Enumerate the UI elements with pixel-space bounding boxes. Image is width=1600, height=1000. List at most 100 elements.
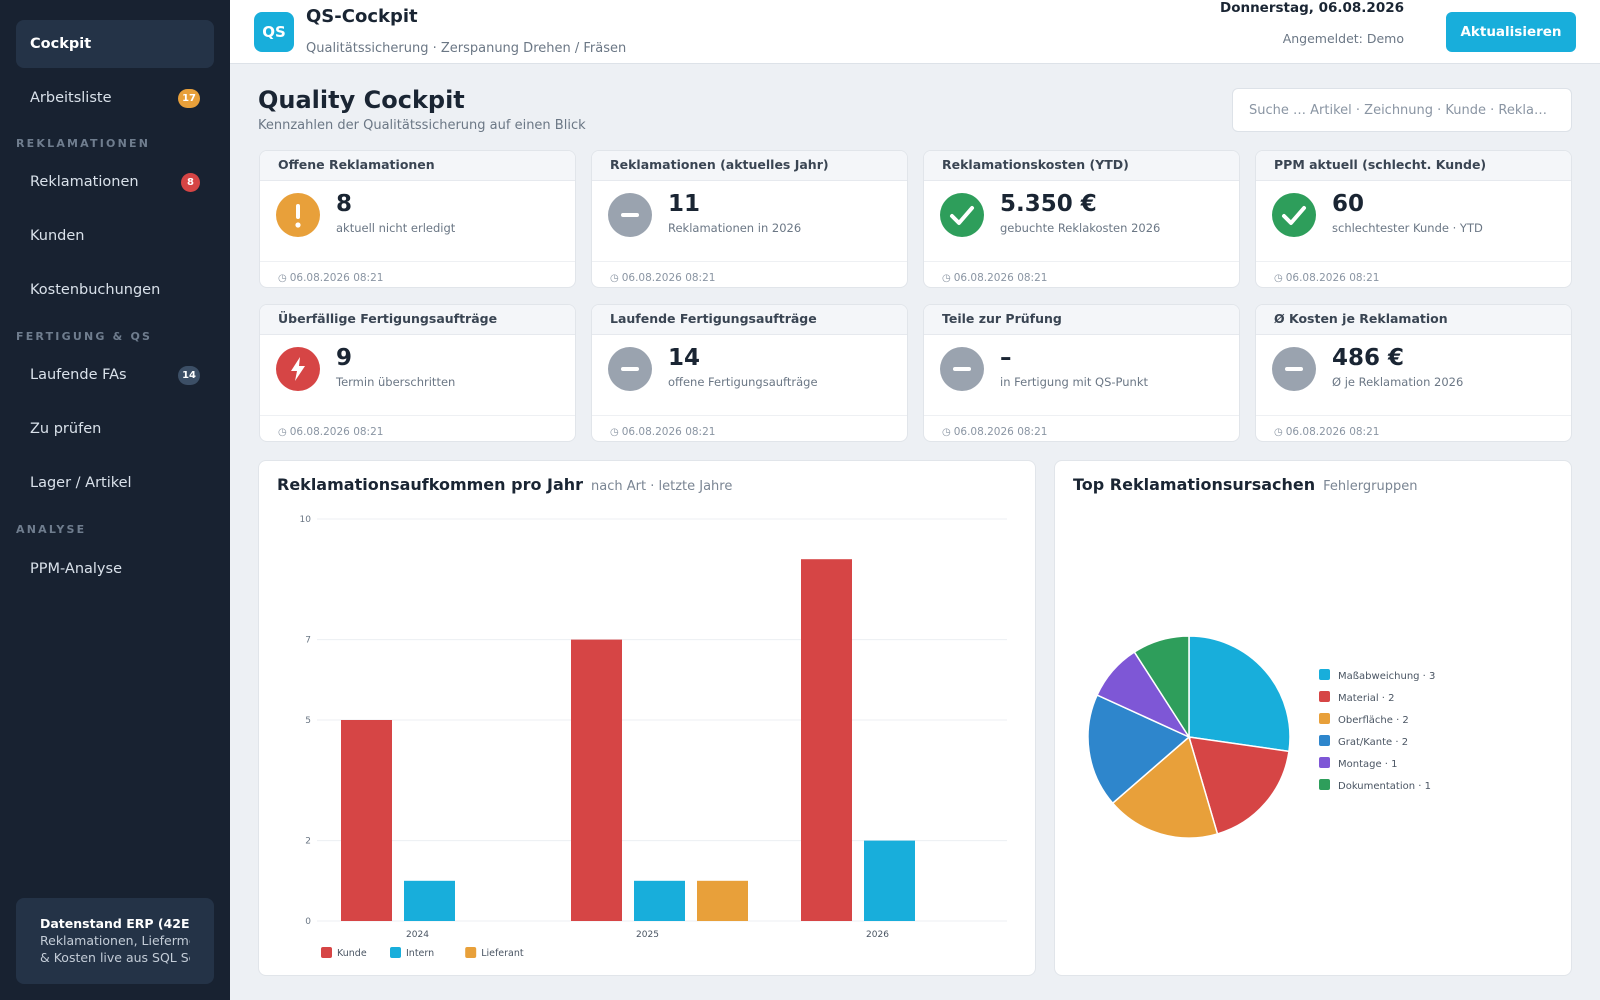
kpi-timestamp: 06.08.2026 08:21 <box>1285 426 1380 438</box>
section-label-fertigung: FERTIGUNG & QS <box>16 330 153 343</box>
kpi-card[interactable]: Laufende Fertigungsaufträge 14 offene Fert… <box>591 304 908 442</box>
legend-swatch <box>1319 757 1330 768</box>
kpi-card[interactable]: Reklamationskosten (YTD) 5.350 € gebuchte … <box>923 150 1240 288</box>
kpi-timestamp: 06.08.2026 08:21 <box>953 272 1048 284</box>
refresh-button[interactable]: Aktualisieren <box>1446 12 1576 52</box>
sidebar: Cockpit Arbeitsliste 17 REKLAMATIONEN Rek… <box>0 0 230 1000</box>
bar-kunde-2024[interactable] <box>341 720 392 921</box>
kpi-description: Reklamationen in 2026 <box>668 221 802 235</box>
kpi-value: 5.350 € <box>1000 191 1097 217</box>
kpi-description: aktuell nicht erledigt <box>336 221 456 235</box>
kpi-timestamp: 06.08.2026 08:21 <box>621 272 716 284</box>
sidebar-item-arbeitsliste[interactable]: Arbeitsliste 17 <box>16 74 214 122</box>
page-subtitle: Kennzahlen der Qualitätssicherung auf ei… <box>258 118 586 133</box>
clock-icon: ◷ <box>610 272 619 284</box>
kpi-title: Laufende Fertigungsaufträge <box>592 305 907 335</box>
kpi-description: schlechtester Kunde · YTD <box>1332 221 1483 235</box>
bar-kunde-2026[interactable] <box>801 559 852 921</box>
panel-title-text: Reklamationsaufkommen pro Jahr <box>277 475 584 494</box>
legend-swatch <box>321 947 332 958</box>
bar-intern-2025[interactable] <box>634 880 685 921</box>
legend-label: Montage · 1 <box>1338 759 1398 770</box>
legend-label: Maßabweichung · 3 <box>1338 671 1435 682</box>
top-causes-panel: Top Reklamationsursachen Fehlergruppen Ma… <box>1054 460 1572 976</box>
section-label-analyse: ANALYSE <box>16 523 87 536</box>
kpi-card[interactable]: PPM aktuell (schlecht. Kunde) 60 schlechte… <box>1255 150 1572 288</box>
kpi-footer: ◷ 06.08.2026 08:21 <box>592 415 907 441</box>
kpi-card[interactable]: Ø Kosten je Reklamation 486 € Ø je Reklama… <box>1255 304 1572 442</box>
kpi-title: PPM aktuell (schlecht. Kunde) <box>1256 151 1571 181</box>
kpi-title: Ø Kosten je Reklamation <box>1256 305 1571 335</box>
minus-icon <box>608 193 652 237</box>
kpi-title: Teile zur Prüfung <box>924 305 1239 335</box>
kpi-footer: ◷ 06.08.2026 08:21 <box>260 415 575 441</box>
page-title: Quality Cockpit <box>258 86 465 114</box>
kpi-card[interactable]: Offene Reklamationen 8 aktuell nicht erled… <box>259 150 576 288</box>
kpi-footer: ◷ 06.08.2026 08:21 <box>924 415 1239 441</box>
pie-slice-dokumentation[interactable] <box>1133 635 1190 740</box>
count-badge: 17 <box>178 88 200 108</box>
exclamation-icon <box>276 193 320 237</box>
clock-icon: ◷ <box>278 426 287 438</box>
sidebar-item-cockpit[interactable]: Cockpit <box>16 20 214 68</box>
app-logo: QS <box>254 12 294 52</box>
sidebar-item-kostenbuchungen[interactable]: Kostenbuchungen <box>16 266 214 314</box>
pie-slice-maßabweichung[interactable] <box>1188 635 1291 753</box>
sidebar-item-label: Kunden <box>30 228 85 244</box>
panel-title: Top Reklamationsursachen Fehlergruppen <box>1073 475 1417 494</box>
legend-label: Lieferant <box>481 948 524 959</box>
kpi-description: Termin überschritten <box>336 375 456 389</box>
legend-swatch <box>465 947 477 958</box>
bar-intern-2026[interactable] <box>864 840 915 921</box>
sidebar-item-label: PPM-Analyse <box>30 561 122 577</box>
kpi-footer: ◷ 06.08.2026 08:21 <box>1256 261 1571 287</box>
sidebar-item-lager-artikel[interactable]: Lager / Artikel <box>16 459 214 507</box>
x-tick-label: 2025 <box>636 930 659 940</box>
pie-slice-oberfläche[interactable] <box>1111 735 1219 839</box>
sidebar-item-zu-pruefen[interactable]: Zu prüfen <box>16 405 214 453</box>
legend-label: Grat/Kante · 2 <box>1338 737 1408 748</box>
clock-icon: ◷ <box>942 272 951 284</box>
minus-icon <box>940 347 984 391</box>
kpi-card[interactable]: Überfällige Fertigungsaufträge 9 Termin üb… <box>259 304 576 442</box>
bar-kunde-2025[interactable] <box>571 639 622 921</box>
kpi-description: gebuchte Reklakosten 2026 <box>1000 221 1161 235</box>
logged-in-user: Angemeldet: Demo <box>1282 31 1404 46</box>
sidebar-item-reklamationen[interactable]: Reklamationen 8 <box>16 158 214 206</box>
legend-label: Intern <box>406 948 434 959</box>
kpi-value: 8 <box>336 191 353 217</box>
erp-status-line: & Kosten live aus SQL Se <box>40 950 190 965</box>
legend-label: Oberfläche · 2 <box>1338 715 1409 726</box>
kpi-title: Offene Reklamationen <box>260 151 575 181</box>
y-tick-label: 0 <box>305 917 311 927</box>
app-subtitle: Qualitätssicherung · Zerspanung Drehen /… <box>306 41 627 56</box>
kpi-timestamp: 06.08.2026 08:21 <box>1285 272 1380 284</box>
panel-title-text: Top Reklamationsursachen <box>1073 475 1316 494</box>
section-label-reklamationen: REKLAMATIONEN <box>16 137 151 150</box>
sidebar-item-laufende-fas[interactable]: Laufende FAs 14 <box>16 351 214 399</box>
search-input[interactable] <box>1232 88 1572 132</box>
topbar: QS QS-Cockpit Qualitätssicherung · Zersp… <box>230 0 1600 64</box>
sidebar-item-ppm-analyse[interactable]: PPM-Analyse <box>16 545 214 593</box>
kpi-card[interactable]: Reklamationen (aktuelles Jahr) 11 Reklamat… <box>591 150 908 288</box>
check-icon <box>1272 193 1316 237</box>
kpi-card[interactable]: Teile zur Prüfung – in Fertigung mit QS-Pu… <box>923 304 1240 442</box>
pie-slice-grat/kante[interactable] <box>1087 694 1191 805</box>
kpi-description: Ø je Reklamation 2026 <box>1332 375 1464 389</box>
y-tick-label: 10 <box>300 515 312 525</box>
clock-icon: ◷ <box>1274 272 1283 284</box>
kpi-title: Reklamationskosten (YTD) <box>924 151 1239 181</box>
clock-icon: ◷ <box>278 272 287 284</box>
pie-slice-material[interactable] <box>1187 736 1290 835</box>
lightning-icon <box>276 347 320 391</box>
kpi-value: 11 <box>668 191 701 217</box>
y-tick-label: 7 <box>305 636 311 646</box>
bar-lieferant-2025[interactable] <box>697 880 748 921</box>
clock-icon: ◷ <box>1274 426 1283 438</box>
legend-swatch <box>1319 669 1330 680</box>
sidebar-item-label: Kostenbuchungen <box>30 282 161 298</box>
sidebar-item-label: Laufende FAs <box>30 367 127 383</box>
legend-swatch <box>1319 713 1330 724</box>
sidebar-item-kunden[interactable]: Kunden <box>16 212 214 260</box>
bar-intern-2024[interactable] <box>404 880 455 921</box>
